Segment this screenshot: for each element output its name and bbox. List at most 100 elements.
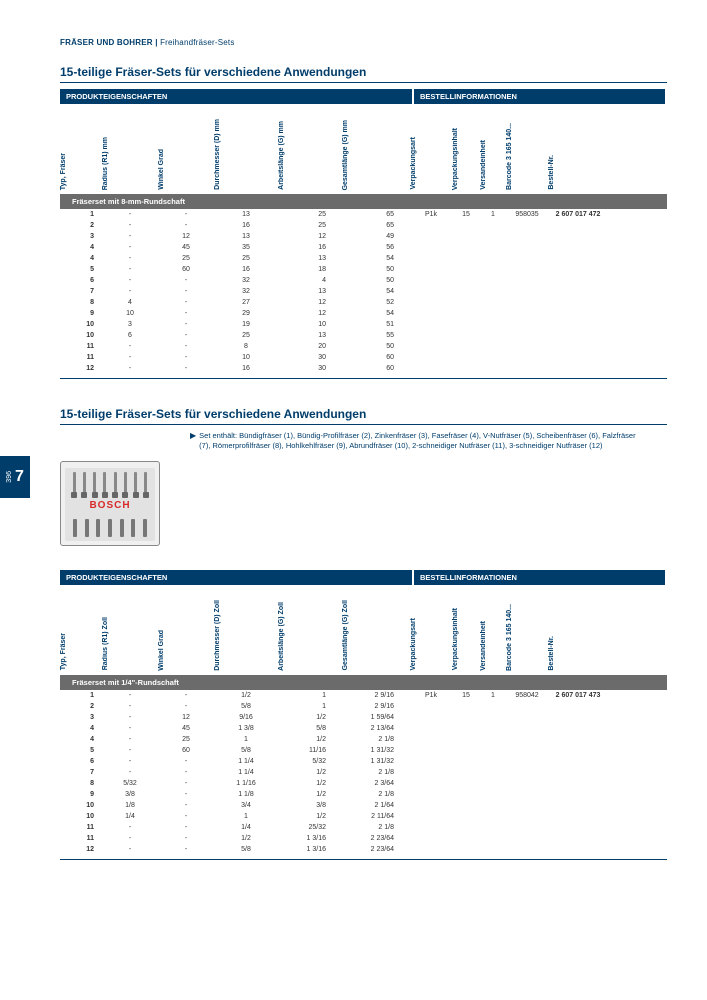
table-cell — [480, 789, 506, 800]
table-cell — [506, 767, 548, 778]
table-cell: 2 13/64 — [342, 723, 410, 734]
table-cell — [548, 264, 608, 275]
table-cell: 27 — [214, 297, 278, 308]
table-row: 5-60161850 — [60, 264, 667, 275]
col2-barcode: Barcode 3 165 140... — [506, 600, 513, 675]
table-cell — [452, 363, 480, 374]
table-cell — [506, 712, 548, 723]
table-cell: 9 — [60, 789, 102, 800]
table-cell: 1/2 — [278, 712, 342, 723]
table-cell: 1/2 — [278, 767, 342, 778]
table-cell — [410, 363, 452, 374]
table-cell — [410, 745, 452, 756]
table-cell: - — [158, 330, 214, 341]
table-cell: 16 — [214, 220, 278, 231]
table-cell — [452, 701, 480, 712]
table-cell — [452, 231, 480, 242]
table-cell: 50 — [342, 264, 410, 275]
table-cell — [452, 833, 480, 844]
table-cell: - — [102, 822, 158, 833]
table-cell: - — [102, 756, 158, 767]
table-cell: 7 — [60, 286, 102, 297]
table-cell: - — [158, 363, 214, 374]
table-cell: 5 — [60, 264, 102, 275]
section1-subheader: Fräserset mit 8-mm-Rundschaft — [60, 194, 667, 209]
table-cell: 1/2 — [278, 811, 342, 822]
table-cell: 5/8 — [214, 844, 278, 855]
table-cell: 3/8 — [102, 789, 158, 800]
table-cell — [480, 275, 506, 286]
col2-verpackart: Verpackungsart — [410, 614, 417, 675]
col2-versand: Versandeinheit — [480, 617, 487, 675]
table-cell: 54 — [342, 253, 410, 264]
table-cell: 11 — [60, 352, 102, 363]
table-cell — [548, 712, 608, 723]
table-row: 2--162565 — [60, 220, 667, 231]
table-cell — [548, 319, 608, 330]
table-cell: 60 — [342, 352, 410, 363]
col-verpackart: Verpackungsart — [410, 133, 417, 194]
table-cell: - — [158, 319, 214, 330]
table-cell: 1/2 — [278, 734, 342, 745]
table-cell — [410, 264, 452, 275]
table-row: 5-605/811/161 31/32 — [60, 745, 667, 756]
table-cell — [410, 800, 452, 811]
table-cell — [452, 220, 480, 231]
breadcrumb: FRÄSER UND BOHRER | Freihandfräser-Sets — [60, 38, 667, 47]
table-cell: 16 — [214, 363, 278, 374]
table-cell: 16 — [214, 264, 278, 275]
section2-description-block: ▶ Set enthält: Bündigfräser (1), Bündig-… — [60, 431, 667, 451]
table-cell: 1 — [214, 811, 278, 822]
table-cell: - — [102, 264, 158, 275]
table-cell — [480, 297, 506, 308]
table-cell: 2 1/8 — [342, 767, 410, 778]
table-cell — [480, 811, 506, 822]
table-cell — [480, 822, 506, 833]
table-cell — [452, 800, 480, 811]
table-cell: 20 — [278, 341, 342, 352]
section2-title: 15-teilige Fräser-Sets für verschiedene … — [60, 407, 667, 425]
table-cell: 25 — [214, 330, 278, 341]
table-cell — [506, 734, 548, 745]
table-cell — [506, 844, 548, 855]
section2-body: 1--1/212 9/16P1k1519580422 607 017 4732-… — [60, 690, 667, 855]
table-cell — [548, 231, 608, 242]
table-cell: 12 — [158, 231, 214, 242]
table-cell: 5 — [60, 745, 102, 756]
table-cell — [452, 319, 480, 330]
table-cell: 10 — [278, 319, 342, 330]
table-cell: 11 — [60, 833, 102, 844]
section1-header: PRODUKTEIGENSCHAFTEN BESTELLINFORMATIONE… — [60, 89, 667, 104]
table-cell: 1/4 — [214, 822, 278, 833]
table-cell: 4 — [60, 734, 102, 745]
table-row: 3-12131249 — [60, 231, 667, 242]
table-cell — [452, 745, 480, 756]
table-cell — [452, 789, 480, 800]
table-cell: - — [102, 242, 158, 253]
table-cell: 1 — [60, 209, 102, 220]
table-cell: 11 — [60, 341, 102, 352]
table-cell — [410, 723, 452, 734]
table-cell: - — [102, 275, 158, 286]
table-cell: - — [102, 220, 158, 231]
table-cell: 5/8 — [214, 701, 278, 712]
table-cell: 9 — [60, 308, 102, 319]
table-cell — [506, 822, 548, 833]
table-cell — [548, 330, 608, 341]
table-cell: - — [158, 833, 214, 844]
table-cell — [548, 833, 608, 844]
table-cell: 10 — [214, 352, 278, 363]
table-cell: 1 3/16 — [278, 833, 342, 844]
table-cell: 51 — [342, 319, 410, 330]
table-cell — [452, 712, 480, 723]
table-cell: 2 3/64 — [342, 778, 410, 789]
table-cell: - — [158, 220, 214, 231]
table-cell — [506, 341, 548, 352]
table-cell: - — [158, 209, 214, 220]
table-cell — [452, 330, 480, 341]
table-cell: 65 — [342, 220, 410, 231]
breadcrumb-sub: Freihandfräser-Sets — [160, 38, 235, 47]
table-cell: 12 — [278, 231, 342, 242]
table-cell — [506, 231, 548, 242]
col2-radius: Radius (R1) Zoll — [102, 613, 109, 674]
